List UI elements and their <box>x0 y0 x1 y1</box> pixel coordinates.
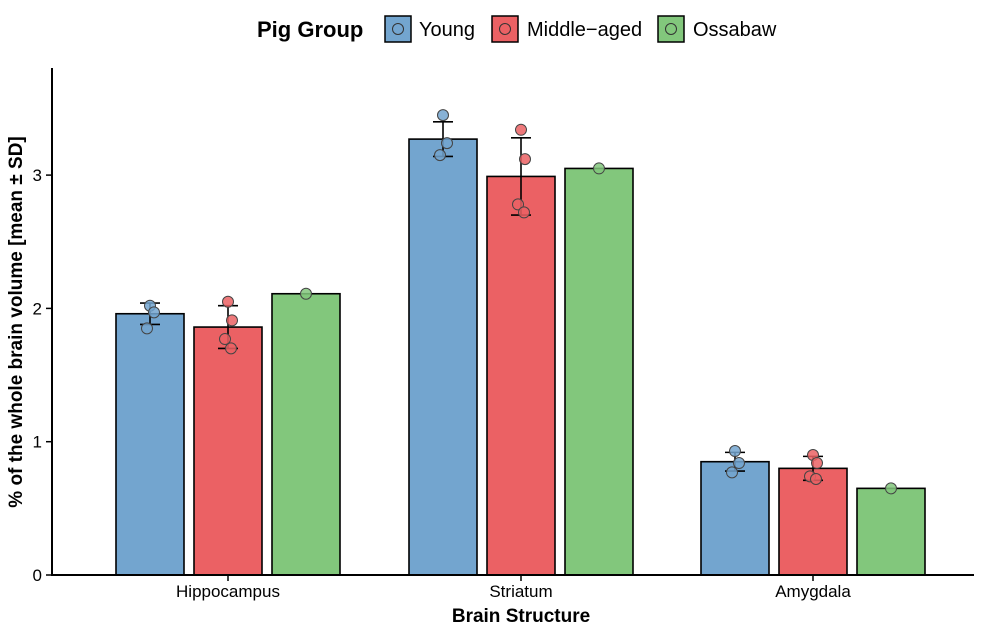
bar-ossabaw-striatum <box>564 167 634 576</box>
legend-label-young: Young <box>419 19 475 41</box>
data-point-young <box>441 137 453 150</box>
data-point-ossabaw <box>300 287 312 300</box>
data-point-middle-aged <box>512 198 524 211</box>
bar-middle-aged-striatum <box>486 175 556 576</box>
data-point-middle-aged <box>226 314 238 327</box>
x-tick-label-hippocampus: Hippocampus <box>176 582 280 601</box>
x-tick-label-amygdala: Amygdala <box>775 582 851 601</box>
data-point-middle-aged <box>222 295 234 308</box>
data-point-young <box>437 109 449 122</box>
bar-young-amygdala <box>700 460 770 576</box>
y-tick-label: 0 <box>33 566 42 585</box>
bar-middle-aged-hippocampus <box>193 326 263 576</box>
bar-young-striatum <box>408 138 478 576</box>
bar-ossabaw-hippocampus <box>271 292 341 576</box>
data-point-middle-aged <box>811 457 823 470</box>
data-point-middle-aged <box>519 153 531 166</box>
x-axis-title: Brain Structure <box>452 606 590 627</box>
bar-ossabaw-amygdala <box>856 487 926 576</box>
legend-dot-ossabaw <box>665 23 677 35</box>
y-axis-title: % of the whole brain volume [mean ± SD] <box>6 136 27 507</box>
legend-label-middle-aged: Middle−aged <box>527 19 642 41</box>
data-point-middle-aged <box>219 333 231 346</box>
data-point-middle-aged <box>225 342 237 355</box>
data-point-young <box>733 457 745 470</box>
data-point-young <box>726 466 738 479</box>
x-axis-ticks: Hippocampus Striatum Amygdala <box>176 575 851 601</box>
y-axis-ticks: 0 1 2 3 <box>33 166 52 585</box>
data-point-young <box>434 149 446 162</box>
legend-swatch-young <box>384 15 412 43</box>
legend-item-young: Young <box>384 15 475 43</box>
data-point-young <box>148 306 160 319</box>
bar-middle-aged-amygdala <box>778 467 848 576</box>
legend-label-ossabaw: Ossabaw <box>693 19 777 41</box>
bars-layer <box>115 138 926 576</box>
y-tick-label: 1 <box>33 433 42 452</box>
data-point-ossabaw <box>885 482 897 495</box>
data-point-middle-aged <box>515 123 527 136</box>
x-tick-label-striatum: Striatum <box>489 582 552 601</box>
legend-item-ossabaw: Ossabaw <box>657 15 777 43</box>
data-point-ossabaw <box>593 162 605 175</box>
bar-young-hippocampus <box>115 312 185 576</box>
legend-dot-young <box>392 23 404 35</box>
legend-item-middle-aged: Middle−aged <box>491 15 642 43</box>
y-tick-label: 2 <box>33 299 42 318</box>
data-point-middle-aged <box>810 473 822 486</box>
data-point-young <box>141 322 153 335</box>
data-point-young <box>729 445 741 458</box>
points-layer <box>141 109 897 495</box>
y-tick-label: 3 <box>33 166 42 185</box>
legend-title: Pig Group <box>257 17 363 42</box>
legend: Pig Group Young Middle−aged Ossabaw <box>257 15 777 43</box>
data-point-middle-aged <box>518 206 530 219</box>
legend-dot-middle-aged <box>499 23 511 35</box>
